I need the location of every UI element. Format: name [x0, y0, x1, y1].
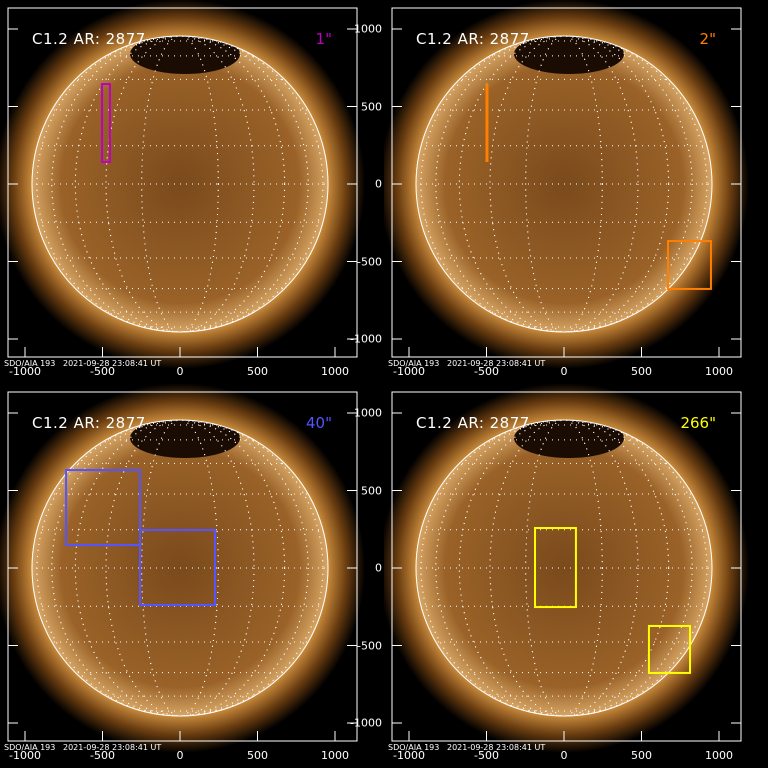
cadence-label: 2" [699, 30, 716, 48]
region-box [534, 527, 577, 609]
x-tick-label: -1000 [9, 749, 41, 762]
y-tick-label: 0 [375, 561, 382, 575]
limb-circle [31, 419, 329, 717]
x-tick-label: -1000 [9, 365, 41, 378]
sun-image [384, 0, 768, 384]
instrument-footer: SDO/AIA 193 2021-09-28 23:08:41 UT [4, 743, 162, 752]
plot-frame [391, 391, 742, 742]
region-box [667, 240, 712, 290]
sun-image [384, 384, 768, 768]
flare-title: C1.2 AR: 2877 [416, 30, 530, 48]
y-tick-label: -500 [357, 639, 382, 652]
region-box [65, 469, 142, 547]
solar-panel-1: C1.2 AR: 2877 1" SDO/AIA 193 2021-09-28 … [0, 0, 384, 384]
cadence-label: 266" [680, 414, 716, 432]
x-tick-label: 500 [631, 749, 652, 762]
y-tick-label: 500 [361, 484, 382, 497]
sun-image [0, 384, 384, 768]
x-tick-label: -500 [474, 749, 499, 762]
heliographic-grid [416, 420, 712, 716]
limb-circle [415, 419, 713, 717]
coronal-hole [130, 420, 240, 458]
x-tick-label: 0 [560, 365, 568, 378]
x-tick-label: 1000 [321, 365, 349, 378]
y-tick-label: -500 [357, 255, 382, 268]
instrument-footer: SDO/AIA 193 2021-09-28 23:08:41 UT [388, 359, 546, 368]
flare-title: C1.2 AR: 2877 [416, 414, 530, 432]
coronal-hole [514, 36, 624, 74]
x-tick-label: -500 [90, 365, 115, 378]
y-tick-label: 1000 [354, 22, 382, 36]
y-tick-label: -1000 [350, 332, 382, 346]
coronal-hole [514, 420, 624, 458]
x-tick-label: -1000 [393, 749, 425, 762]
x-tick-label: 1000 [321, 749, 349, 762]
flare-title: C1.2 AR: 2877 [32, 414, 146, 432]
x-tick-label: 0 [176, 749, 184, 762]
plot-frame [391, 7, 742, 358]
y-tick-label: 0 [375, 177, 382, 191]
solar-panel-2: C1.2 AR: 2877 2" SDO/AIA 193 2021-09-28 … [350, 0, 768, 384]
x-tick-label: -1000 [393, 365, 425, 378]
x-tick-label: -500 [90, 749, 115, 762]
x-tick-label: 500 [631, 365, 652, 378]
coronal-hole [130, 36, 240, 74]
heliographic-grid [416, 36, 712, 332]
y-tick-label: -1000 [350, 716, 382, 730]
limb-circle [31, 35, 329, 333]
solar-panel-4: C1.2 AR: 2877 266" SDO/AIA 193 2021-09-2… [350, 384, 768, 768]
plot-frame [7, 7, 358, 358]
x-tick-label: 0 [560, 749, 568, 762]
x-tick-label: 0 [176, 365, 184, 378]
solar-panel-3: C1.2 AR: 2877 40" SDO/AIA 193 2021-09-28… [0, 384, 384, 768]
sun-image [0, 0, 384, 384]
region-box [647, 624, 692, 674]
x-tick-label: 500 [247, 749, 268, 762]
heliographic-grid [32, 36, 328, 332]
flare-title: C1.2 AR: 2877 [32, 30, 146, 48]
x-tick-label: 1000 [705, 749, 733, 762]
region-box [101, 83, 111, 163]
plot-frame [7, 391, 358, 742]
region-box [139, 529, 217, 607]
instrument-footer: SDO/AIA 193 2021-09-28 23:08:41 UT [388, 743, 546, 752]
cadence-label: 1" [315, 30, 332, 48]
limb-circle [415, 35, 713, 333]
instrument-footer: SDO/AIA 193 2021-09-28 23:08:41 UT [4, 359, 162, 368]
y-tick-label: 500 [361, 100, 382, 113]
x-tick-label: -500 [474, 365, 499, 378]
y-tick-label: 1000 [354, 406, 382, 420]
cadence-label: 40" [306, 414, 332, 432]
x-tick-label: 1000 [705, 365, 733, 378]
x-tick-label: 500 [247, 365, 268, 378]
